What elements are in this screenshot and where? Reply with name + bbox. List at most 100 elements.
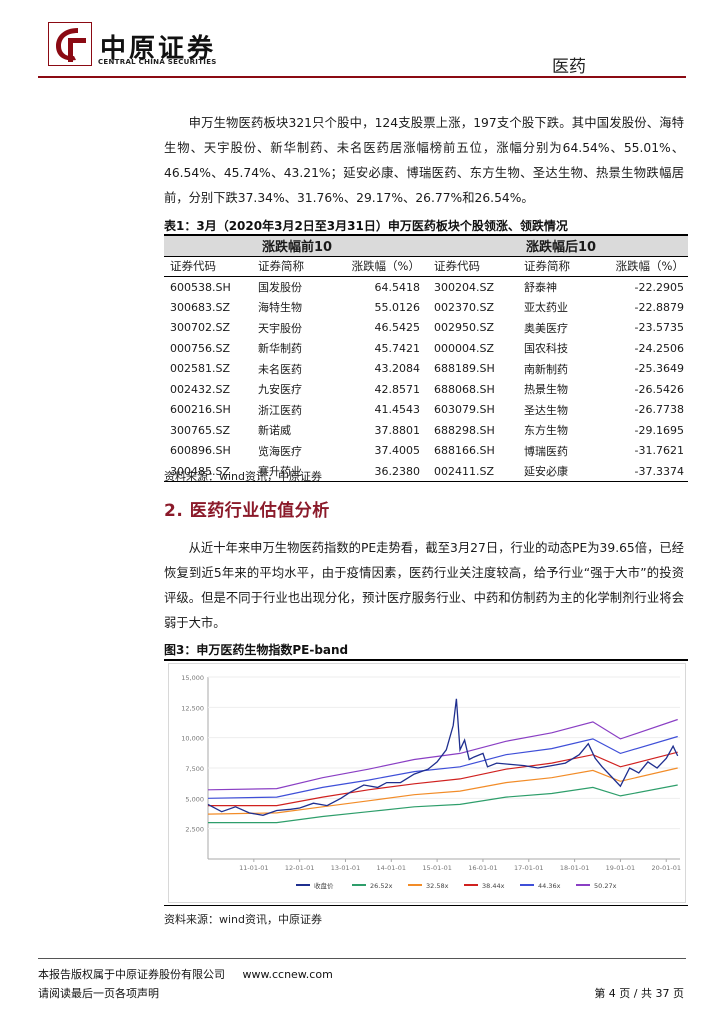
stock-code-cell: 300765.SZ [170,423,231,437]
change-pct-cell: 46.5425 [374,321,421,335]
brand-name-en: CENTRAL CHINA SECURITIES [98,58,217,66]
change-pct-cell: 42.8571 [374,382,421,396]
y-tick-label: 12,500 [181,704,204,712]
legend-label: 44.36x [538,882,561,890]
change-pct-cell: -31.7621 [634,444,684,458]
x-tick-label: 20-01-01 [651,864,681,872]
x-tick-label: 19-01-01 [606,864,636,872]
stock-code-cell: 600896.SH [170,444,231,458]
stock-code-cell: 300683.SZ [170,300,231,314]
stock-name-cell: 国发股份 [258,281,302,294]
change-pct-cell: -26.7738 [634,403,684,417]
change-pct-cell: 37.4005 [374,444,421,458]
stock-code-cell: 688068.SH [434,382,495,396]
change-pct-cell: 41.4543 [374,403,421,417]
col-header-change-2: 涨跌幅（%） [598,255,688,277]
x-tick-label: 15-01-01 [422,864,452,872]
stock-name-cell: 延安必康 [514,461,598,482]
stock-code-cell: 600538.SH [170,280,231,294]
series-line-close [207,698,679,816]
figure-source: 资料来源：wind资讯，中原证券 [164,913,323,926]
change-pct-cell: -37.3374 [598,461,688,482]
table-row: 300765.SZ 新诺威 37.8801 688298.SH 东方生物 -29.1695 [164,420,688,441]
table-body: 600538.SH 国发股份 64.5418 300204.SZ 舒泰神 -22.2905… [164,277,688,482]
table-row: 002581.SZ 未名医药 43.2084 688189.SH 南新制药 -25.364… [164,359,688,380]
stock-code-cell: 000004.SZ [434,341,495,355]
x-tick-label: 12-01-01 [285,864,315,872]
stock-name-cell: 浙江医药 [258,403,302,417]
stock-code-cell: 600216.SH [170,403,231,417]
stock-name-cell: 九安医疗 [258,383,302,397]
x-tick-label: 14-01-01 [377,864,407,872]
legend-label: 收盘价 [314,881,334,890]
page-number: 第 4 页 / 共 37 页 [594,987,684,1000]
report-section-label: 医药 [552,57,586,77]
table-caption: 表1：3月（2020年3月2日至3月31日）申万医药板块个股领涨、领跌情况 [164,219,568,233]
change-pct-cell: -25.3649 [634,362,684,376]
change-pct-cell: -22.8879 [634,300,684,314]
col-header-name-2: 证券简称 [514,255,598,277]
stock-code-cell: 002581.SZ [170,362,231,376]
series-line-38-44x [208,751,678,807]
stock-name-cell: 东方生物 [524,424,568,438]
page-header: 中原证券 CENTRAL CHINA SECURITIES 医药 [0,0,724,82]
y-tick-label: 10,000 [181,735,204,743]
change-pct-cell: 37.8801 [374,423,421,437]
stock-name-cell: 舒泰神 [524,281,557,294]
col-header-code-2: 证券代码 [428,255,514,277]
change-pct-cell: -22.2905 [634,280,684,294]
x-tick-label: 11-01-01 [239,864,269,872]
gainers-losers-table: 涨跌幅前10 涨跌幅后10 证券代码 证券简称 涨跌幅（%） 证券代码 证券简称… [164,234,688,482]
y-tick-label: 5,000 [185,795,204,803]
series-line-26-52x [208,784,678,824]
stock-name-cell: 未名医药 [258,362,302,376]
stock-name-cell: 博瑞医药 [524,444,568,458]
brand-name-cn: 中原证券 [100,34,217,64]
table-row: 300485.SZ 赛升药业 36.2380 002411.SZ 延安必康 -37.337… [164,461,688,482]
pe-band-chart: 2,500 5,000 7,500 10,000 12,500 15,000 11-01-0… [168,663,686,903]
stock-name-cell: 热景生物 [524,383,568,397]
col-header-name: 证券简称 [246,255,330,277]
change-pct-cell: 36.2380 [330,461,428,482]
figure-caption: 图3：申万医药生物指数PE-band [164,643,349,657]
change-pct-cell: 43.2084 [374,362,421,376]
legend-label: 26.52x [370,882,393,890]
table-row: 600216.SH 浙江医药 41.4543 603079.SH 圣达生物 -26.773… [164,400,688,421]
change-pct-cell: -26.5426 [634,382,684,396]
stock-code-cell: 002370.SZ [434,300,495,314]
figure-top-rule [164,659,688,661]
series-line-50-27x [207,718,678,791]
col-header-change: 涨跌幅（%） [330,255,428,277]
stock-code-cell: 000756.SZ [170,341,231,355]
legend-label: 50.27x [594,882,617,890]
stock-code-cell: 002432.SZ [170,382,231,396]
table-row: 600538.SH 国发股份 64.5418 300204.SZ 舒泰神 -22.2905 [164,277,688,298]
table-row: 300702.SZ 天宇股份 46.5425 002950.SZ 奥美医疗 -23.573… [164,318,688,339]
y-tick-label: 15,000 [181,674,204,682]
group-header-bottom10: 涨跌幅后10 [428,235,688,256]
stock-code-cell: 603079.SH [434,403,495,417]
change-pct-cell: 45.7421 [374,341,421,355]
stock-code-cell: 300204.SZ [434,280,495,294]
stock-name-cell: 亚太药业 [524,301,568,315]
y-tick-label: 2,500 [185,826,204,834]
stock-code-cell: 002411.SZ [428,461,514,482]
series-line-44-36x [207,735,678,799]
table-row: 600896.SH 览海医疗 37.4005 688166.SH 博瑞医药 -31.762… [164,441,688,462]
stock-name-cell: 览海医疗 [258,444,302,458]
stock-name-cell: 新华制药 [258,342,302,356]
stock-code-cell: 688298.SH [434,423,495,437]
group-header-top10: 涨跌幅前10 [164,235,428,256]
stock-code-cell: 002950.SZ [434,321,495,335]
change-pct-cell: -29.1695 [634,423,684,437]
change-pct-cell: -23.5735 [634,321,684,335]
footer-disclaimer-note: 请阅读最后一页各项声明 [38,987,159,1000]
col-header-code: 证券代码 [164,255,246,277]
stock-name-cell: 奥美医疗 [524,321,568,335]
stock-code-cell: 300702.SZ [170,321,231,335]
series-line-32-58x [207,767,678,815]
x-tick-label: 16-01-01 [468,864,498,872]
footer-copyright: 本报告版权属于中原证券股份有限公司 www.ccnew.com [38,966,333,982]
table-row: 000756.SZ 新华制药 45.7421 000004.SZ 国农科技 -24.250… [164,338,688,359]
x-tick-label: 18-01-01 [560,864,590,872]
